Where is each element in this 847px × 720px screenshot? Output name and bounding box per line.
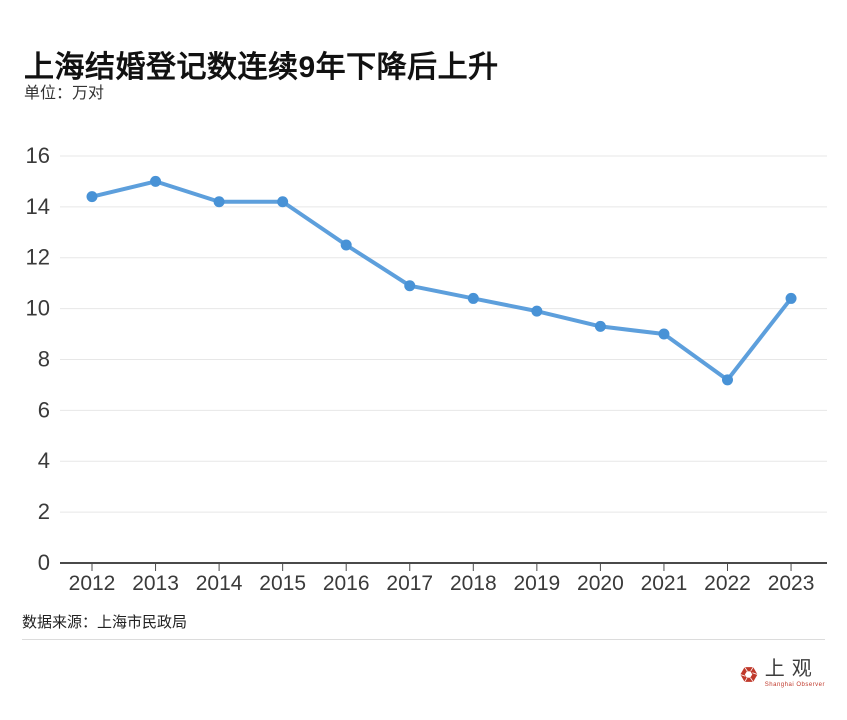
x-axis-label: 2020 <box>577 572 624 595</box>
x-axis-label: 2023 <box>768 572 815 595</box>
data-point <box>467 292 479 304</box>
unit-label: 单位：万对 <box>24 85 105 102</box>
x-axis-label: 2018 <box>450 572 497 595</box>
x-axis-label: 2014 <box>196 572 243 595</box>
x-axis-label: 2021 <box>641 572 688 595</box>
x-axis-label: 2012 <box>69 572 116 595</box>
y-axis-label: 8 <box>38 346 50 371</box>
x-axis-label: 2019 <box>513 572 560 595</box>
data-point <box>213 196 225 208</box>
data-point <box>277 196 289 208</box>
y-axis-label: 10 <box>26 296 50 321</box>
y-axis-label: 0 <box>38 550 50 575</box>
y-axis-label: 12 <box>26 245 50 270</box>
data-point <box>150 175 162 187</box>
shanghai-observer-logo: 上观 Shanghai Observer <box>740 657 825 697</box>
footer-divider <box>22 639 825 640</box>
data-point <box>658 328 670 340</box>
y-axis-label: 6 <box>38 397 50 422</box>
data-point <box>722 374 733 386</box>
y-axis-label: 4 <box>38 448 50 473</box>
line-chart-canvas: 0 2 4 6 8 10 12 14 16 2012 2013 2014 2015 2016 2017 201… <box>26 143 827 595</box>
line-chart: 0 2 4 6 8 10 12 14 16 2012 2013 2014 2015 2016 2017 201… <box>0 130 847 600</box>
data-point <box>785 292 797 304</box>
x-axis-label: 2016 <box>323 572 370 595</box>
data-point <box>594 320 606 332</box>
data-point <box>340 239 352 251</box>
x-axis-label: 2022 <box>704 572 751 595</box>
x-axis-label: 2013 <box>132 572 179 595</box>
data-point <box>86 191 98 203</box>
data-point <box>531 305 543 317</box>
aperture-hexagon-icon <box>740 666 758 683</box>
chart-title: 上海结婚登记数连续9年下降后上升 <box>24 51 499 85</box>
data-point <box>404 280 416 292</box>
trend-line <box>90 179 794 382</box>
data-source: 数据来源：上海市民政局 <box>22 614 188 631</box>
y-axis-label: 16 <box>26 143 50 168</box>
y-axis-label: 14 <box>26 194 50 219</box>
logo-text: 上观 <box>764 658 819 680</box>
x-axis-label: 2017 <box>386 572 433 595</box>
x-axis-label: 2015 <box>259 572 306 595</box>
logo-subtitle: Shanghai Observer <box>764 682 825 688</box>
y-axis-label: 2 <box>38 499 50 524</box>
